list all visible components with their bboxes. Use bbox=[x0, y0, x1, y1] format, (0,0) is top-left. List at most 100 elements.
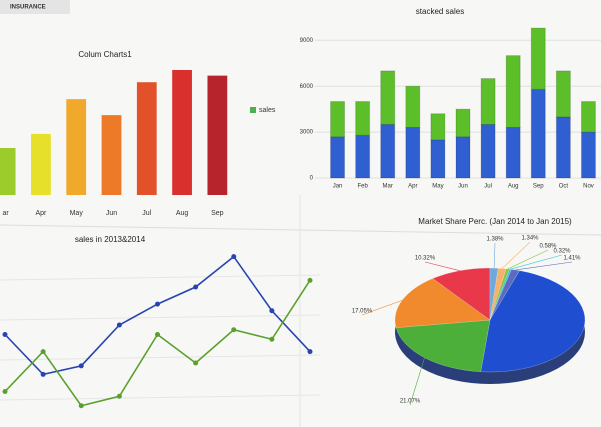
data-label: 0.58% bbox=[539, 244, 557, 250]
point bbox=[193, 360, 199, 366]
point bbox=[231, 327, 237, 333]
header-tab bbox=[0, 0, 70, 14]
data-label: 1.41% bbox=[563, 256, 581, 262]
pie-slice bbox=[395, 319, 491, 373]
y-tick-label: 3000 bbox=[300, 130, 314, 136]
x-tick-label: ar bbox=[3, 210, 10, 217]
bar bbox=[0, 148, 16, 195]
leader-line bbox=[507, 249, 549, 270]
x-tick-label: Aug bbox=[176, 210, 189, 217]
x-tick-label: Apr bbox=[35, 210, 47, 217]
bar-segment bbox=[405, 85, 421, 129]
bar-segment bbox=[505, 55, 521, 129]
point bbox=[155, 301, 160, 307]
bar-segment bbox=[330, 136, 346, 179]
leader-line bbox=[493, 242, 496, 269]
chart-title: Market Share Perc. (Jan 2014 to Jan 2015… bbox=[418, 217, 572, 226]
bar-segment bbox=[430, 139, 446, 179]
bar bbox=[207, 75, 228, 195]
leader-line bbox=[501, 241, 531, 269]
x-tick-label: Mar bbox=[383, 184, 393, 190]
grid-decor bbox=[0, 354, 321, 361]
bar-segment bbox=[555, 70, 571, 118]
x-tick-label: Jul bbox=[484, 184, 492, 190]
header-title: INSURANCE bbox=[10, 5, 46, 11]
point bbox=[78, 403, 84, 409]
bar-segment bbox=[380, 123, 396, 179]
data-label: 1.34% bbox=[521, 236, 539, 242]
x-tick-label: Jan bbox=[333, 184, 343, 190]
point bbox=[78, 363, 84, 369]
x-tick-label: Apr bbox=[408, 184, 417, 190]
bar-segment bbox=[330, 101, 346, 138]
pie-slice bbox=[394, 278, 491, 328]
point bbox=[269, 308, 275, 314]
bar-segment bbox=[530, 88, 546, 179]
grid-decor bbox=[0, 394, 321, 401]
pie-slice bbox=[480, 270, 586, 373]
leader-line bbox=[515, 261, 573, 271]
x-tick-label: Feb bbox=[357, 184, 368, 190]
bar-segment bbox=[580, 101, 596, 133]
y-tick-label: 9000 bbox=[300, 38, 314, 44]
bar-segment bbox=[430, 113, 446, 141]
chart-title: Colum Charts1 bbox=[78, 50, 132, 59]
data-label: 10.32% bbox=[415, 256, 436, 262]
point bbox=[269, 336, 275, 342]
leader-line bbox=[424, 261, 460, 272]
grid-decor bbox=[0, 314, 321, 321]
leader-line bbox=[409, 357, 425, 406]
bar-segment bbox=[455, 136, 471, 179]
leader-line bbox=[361, 300, 403, 316]
bar-segment bbox=[355, 101, 371, 136]
bar-segment bbox=[530, 27, 546, 90]
point bbox=[307, 277, 313, 283]
x-tick-label: Jun bbox=[458, 184, 468, 190]
legend-swatch bbox=[250, 107, 256, 113]
bar-segment bbox=[480, 78, 496, 125]
point bbox=[231, 254, 237, 260]
bar bbox=[31, 133, 51, 195]
bar-segment bbox=[355, 134, 371, 179]
y-tick-label: 0 bbox=[310, 176, 314, 182]
bar bbox=[136, 82, 157, 195]
legend-label: sales bbox=[259, 107, 276, 114]
point bbox=[40, 349, 46, 355]
x-tick-label: Oct bbox=[559, 184, 569, 190]
data-label: 0.32% bbox=[553, 249, 571, 255]
point bbox=[2, 389, 8, 394]
bar-segment bbox=[580, 131, 596, 179]
x-tick-label: Sep bbox=[211, 210, 224, 217]
point bbox=[155, 332, 160, 337]
y-tick-label: 6000 bbox=[300, 84, 314, 90]
point bbox=[193, 284, 199, 290]
bar bbox=[66, 99, 87, 195]
leader-line bbox=[510, 254, 563, 270]
bar bbox=[172, 70, 192, 195]
point bbox=[40, 371, 46, 377]
bar-segment bbox=[455, 108, 471, 138]
x-tick-label: Jun bbox=[106, 210, 117, 217]
data-label: 1.38% bbox=[486, 237, 504, 243]
bar-segment bbox=[505, 127, 521, 179]
chart-title: sales in 2013&2014 bbox=[75, 235, 146, 244]
bar-segment bbox=[380, 70, 396, 125]
bar bbox=[101, 115, 122, 195]
point bbox=[2, 332, 8, 337]
bar-segment bbox=[480, 123, 496, 179]
grid-decor bbox=[0, 274, 321, 281]
data-label: 21.07% bbox=[400, 399, 421, 405]
x-tick-label: May bbox=[70, 210, 84, 217]
pie-slice bbox=[489, 268, 510, 321]
data-label: 17.05% bbox=[352, 309, 373, 315]
x-tick-label: Aug bbox=[508, 184, 519, 190]
point bbox=[116, 322, 122, 328]
x-tick-label: May bbox=[432, 184, 443, 190]
bar-segment bbox=[555, 116, 571, 179]
chart-title: stacked sales bbox=[416, 7, 464, 16]
point bbox=[116, 393, 122, 399]
x-tick-label: Sep bbox=[533, 184, 544, 190]
point bbox=[307, 349, 313, 355]
